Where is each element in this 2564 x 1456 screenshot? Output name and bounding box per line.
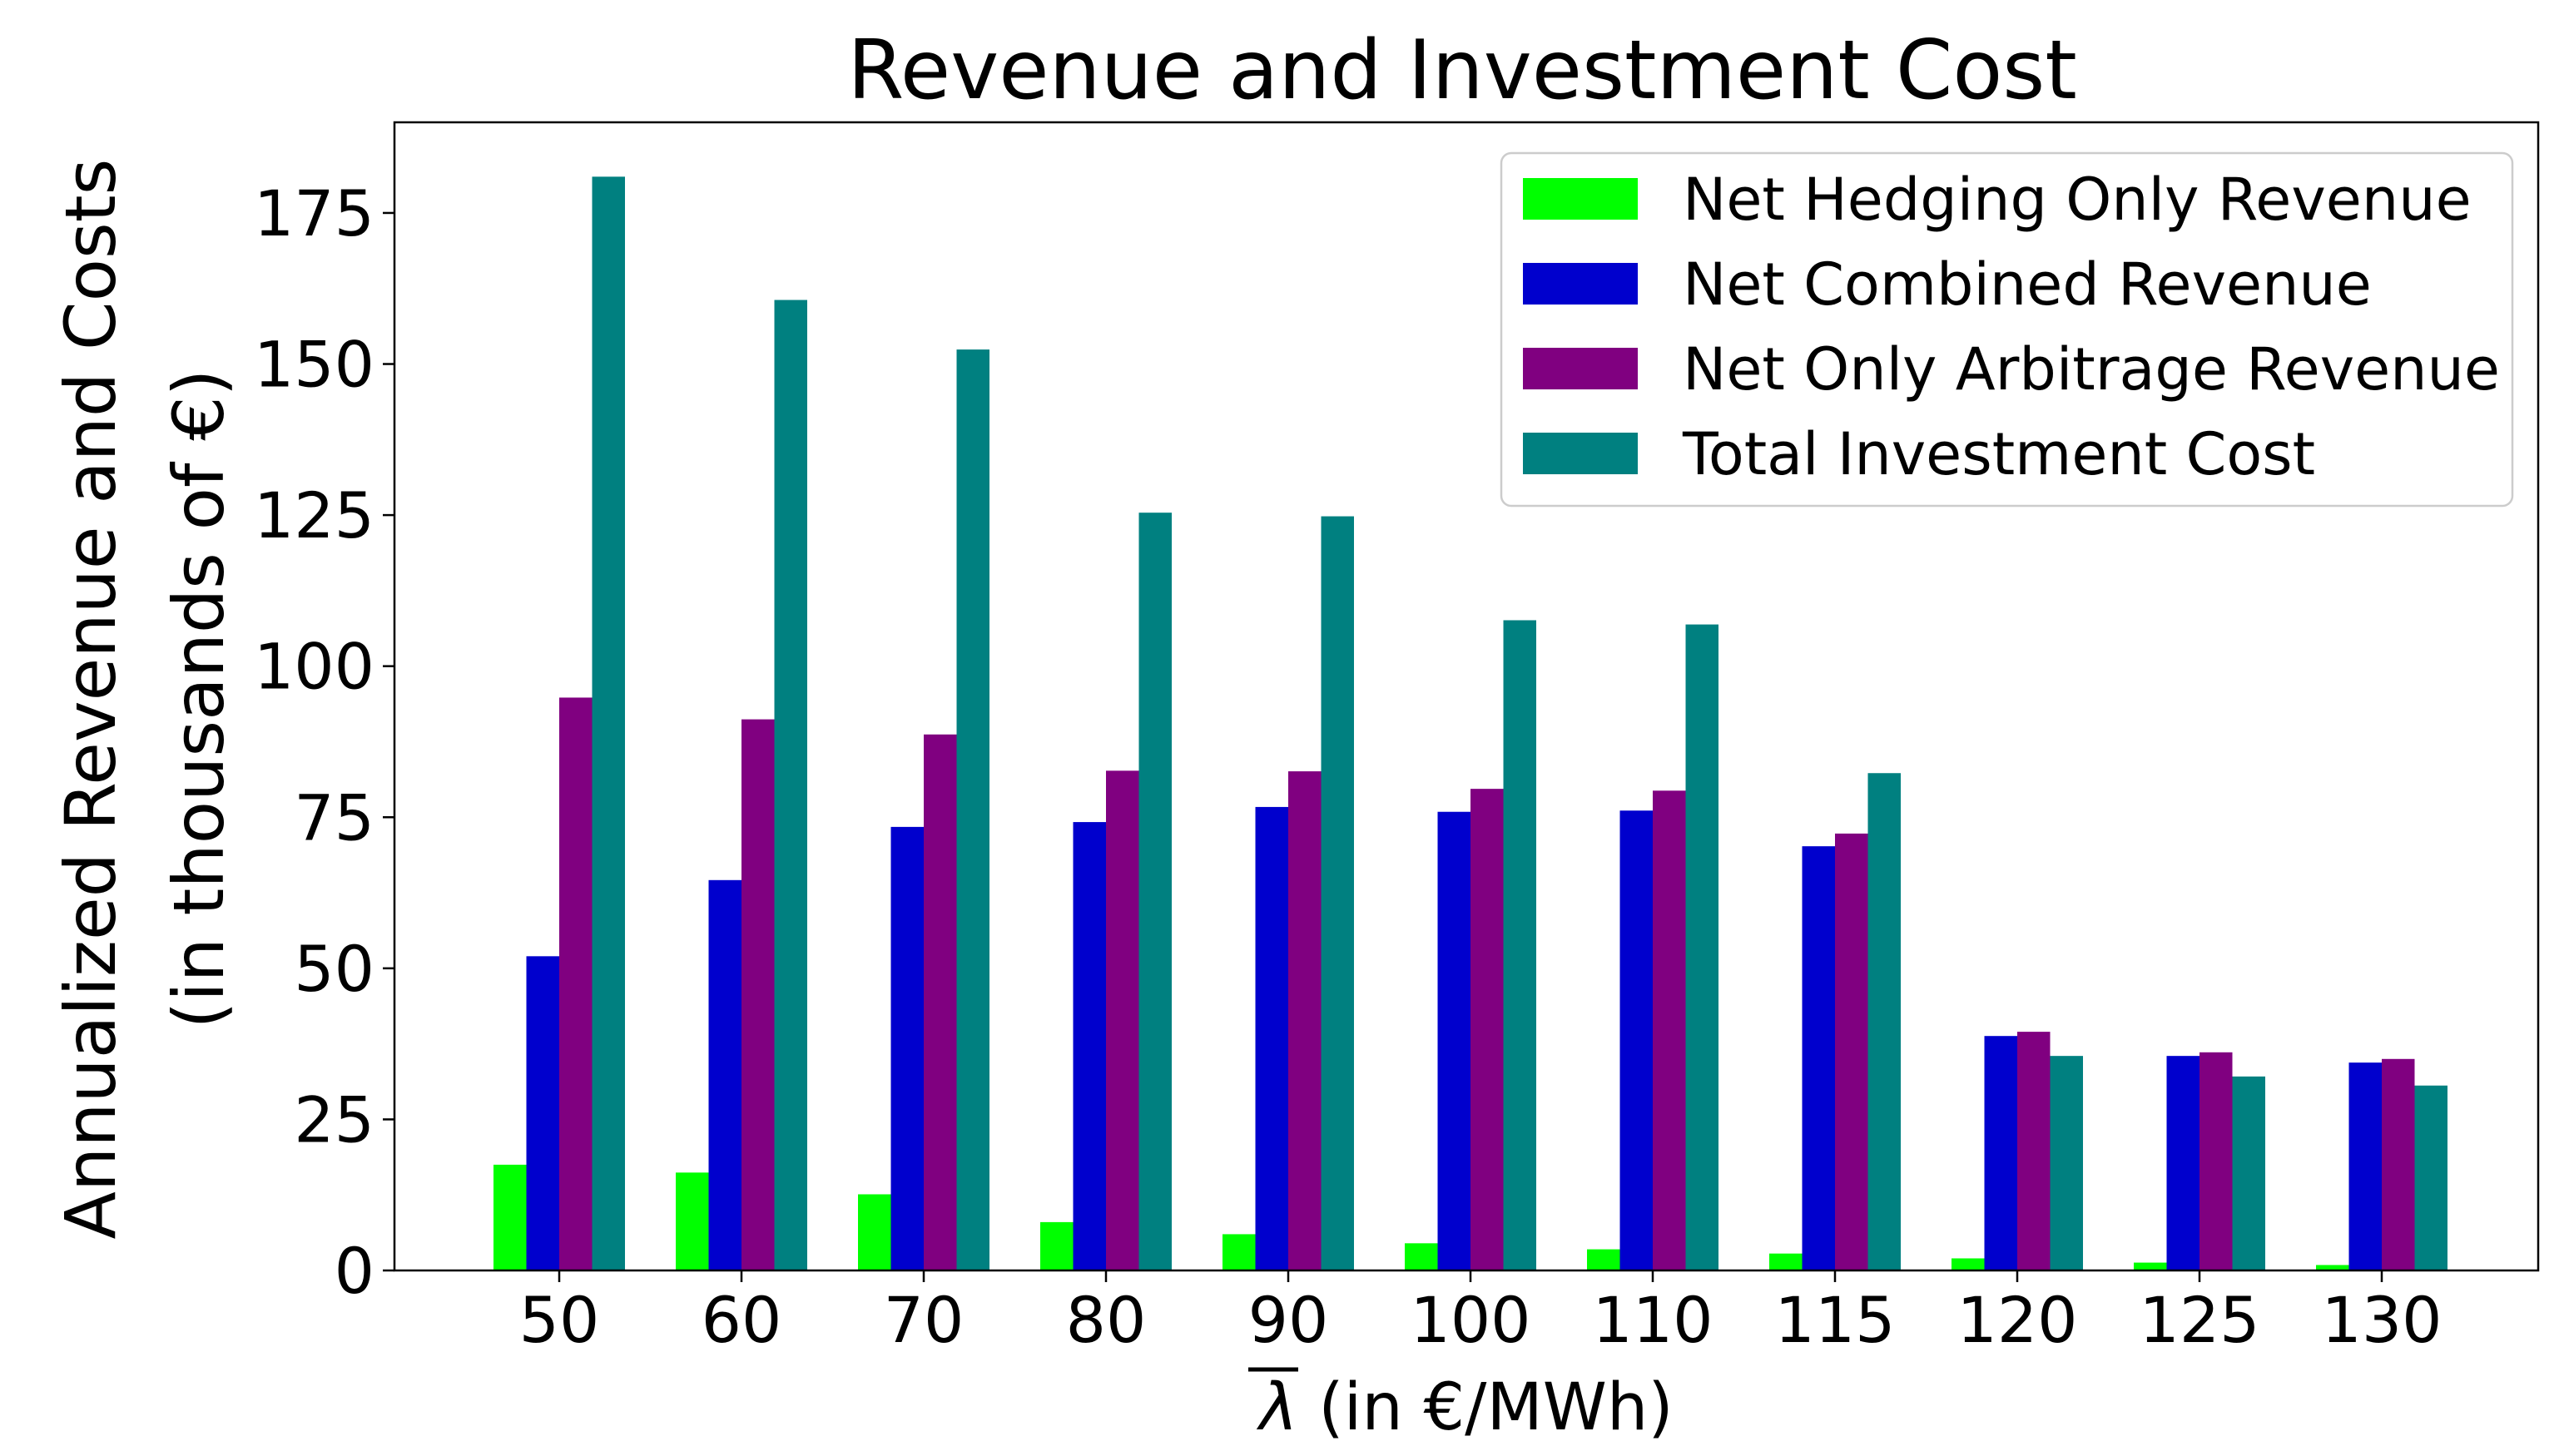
y-tick-label: 150 <box>254 328 374 402</box>
bar-total-investment-cost-80 <box>1138 513 1172 1270</box>
y-tick-label: 50 <box>294 932 374 1006</box>
plot-frame <box>393 121 2540 1272</box>
x-tick-label: 130 <box>2321 1283 2442 1357</box>
bar-net-combined-revenue-90 <box>1255 806 1288 1270</box>
bar-total-investment-cost-90 <box>1321 516 1354 1270</box>
bar-net-combined-revenue-120 <box>1984 1036 2017 1270</box>
y-tick-label: 125 <box>254 478 374 552</box>
y-tick-label: 100 <box>254 630 374 704</box>
x-tick-label: 80 <box>1066 1283 1147 1357</box>
bar-net-combined-revenue-110 <box>1619 810 1653 1270</box>
bar-net-only-arbitrage-revenue-115 <box>1835 833 1868 1270</box>
legend-label: Net Only Arbitrage Revenue <box>1683 335 2500 404</box>
bar-net-only-arbitrage-revenue-50 <box>559 697 593 1270</box>
bar-total-investment-cost-100 <box>1503 620 1536 1270</box>
x-axis-label-unit: (in €/MWh) <box>1297 1370 1673 1445</box>
legend-label: Net Hedging Only Revenue <box>1683 166 2472 234</box>
legend-swatch <box>1523 348 1638 389</box>
bar-net-hedging-only-revenue-70 <box>858 1194 891 1270</box>
bar-net-combined-revenue-115 <box>1802 846 1835 1270</box>
bar-net-hedging-only-revenue-125 <box>2134 1262 2167 1270</box>
legend-swatch <box>1523 433 1638 474</box>
bar-total-investment-cost-130 <box>2414 1085 2447 1270</box>
bar-net-combined-revenue-70 <box>890 826 924 1270</box>
legend-swatch <box>1523 178 1638 220</box>
bar-net-combined-revenue-60 <box>708 879 741 1270</box>
x-tick-label: 120 <box>1956 1283 2077 1357</box>
bar-total-investment-cost-125 <box>2232 1076 2265 1270</box>
x-tick-label: 60 <box>702 1283 782 1357</box>
bar-total-investment-cost-110 <box>1685 624 1718 1270</box>
chart-title: Revenue and Investment Cost <box>847 23 2077 118</box>
bar-total-investment-cost-115 <box>1867 773 1901 1270</box>
bar-net-combined-revenue-100 <box>1437 811 1470 1270</box>
bar-net-only-arbitrage-revenue-110 <box>1653 790 1686 1270</box>
x-tick-label: 100 <box>1410 1283 1530 1357</box>
legend: Net Hedging Only Revenue Net Combined Rev… <box>1500 151 2514 508</box>
bar-net-only-arbitrage-revenue-100 <box>1470 789 1504 1270</box>
y-tick-label: 175 <box>254 176 374 250</box>
x-axis-label-symbol: λ <box>1256 1370 1297 1445</box>
bar-net-only-arbitrage-revenue-90 <box>1288 771 1322 1270</box>
x-axis-label: λ (in €/MWh) <box>1256 1370 1674 1445</box>
y-tick-label: 0 <box>335 1234 374 1308</box>
x-tick-label: 125 <box>2139 1283 2259 1357</box>
bar-net-combined-revenue-130 <box>2348 1062 2382 1270</box>
legend-frame <box>1500 151 2514 508</box>
y-axis-label-line1: Annualized Revenue and Costs <box>50 159 131 1240</box>
bar-net-hedging-only-revenue-115 <box>1769 1253 1803 1270</box>
bar-net-hedging-only-revenue-60 <box>676 1172 709 1270</box>
bar-net-hedging-only-revenue-130 <box>2316 1265 2349 1270</box>
bar-net-hedging-only-revenue-90 <box>1222 1234 1256 1270</box>
bar-net-only-arbitrage-revenue-125 <box>2199 1052 2233 1270</box>
y-axis-ticks: 0 25 50 75 100 125 150 175 <box>254 176 394 1308</box>
legend-swatch <box>1523 263 1638 305</box>
x-axis-ticks: 50 60 70 80 90 100 110 115 120 125 130 <box>519 1270 2442 1357</box>
bar-total-investment-cost-120 <box>2050 1056 2083 1270</box>
bar-total-investment-cost-60 <box>774 300 807 1270</box>
x-tick-label: 70 <box>884 1283 965 1357</box>
y-tick-label: 75 <box>294 780 374 854</box>
y-tick-label: 25 <box>294 1082 374 1156</box>
legend-label: Net Combined Revenue <box>1683 250 2372 319</box>
legend-items: Net Hedging Only Revenue Net Combined Rev… <box>1523 166 2500 488</box>
bar-net-only-arbitrage-revenue-130 <box>2382 1058 2415 1270</box>
bars <box>493 176 2447 1271</box>
bar-net-hedging-only-revenue-100 <box>1405 1243 1438 1270</box>
y-axis-label-line2: (in thousands of €) <box>158 369 240 1029</box>
bar-total-investment-cost-70 <box>956 349 989 1271</box>
x-tick-label: 90 <box>1248 1283 1329 1357</box>
bar-net-combined-revenue-80 <box>1073 822 1106 1270</box>
bar-net-hedging-only-revenue-80 <box>1040 1221 1074 1270</box>
bar-net-combined-revenue-50 <box>526 956 559 1270</box>
x-tick-label: 50 <box>519 1283 600 1357</box>
bar-net-hedging-only-revenue-120 <box>1952 1258 1985 1270</box>
bar-net-hedging-only-revenue-50 <box>493 1164 527 1270</box>
bar-total-investment-cost-50 <box>592 176 625 1270</box>
bar-net-only-arbitrage-revenue-60 <box>741 719 775 1270</box>
legend-label: Total Investment Cost <box>1682 420 2315 488</box>
bar-net-only-arbitrage-revenue-120 <box>2017 1032 2051 1270</box>
bar-net-only-arbitrage-revenue-70 <box>924 734 957 1270</box>
x-tick-label: 110 <box>1592 1283 1713 1357</box>
bar-net-only-arbitrage-revenue-80 <box>1106 770 1139 1270</box>
bar-net-combined-revenue-125 <box>2166 1056 2199 1270</box>
x-tick-label: 115 <box>1774 1283 1895 1357</box>
bar-net-hedging-only-revenue-110 <box>1587 1249 1620 1270</box>
